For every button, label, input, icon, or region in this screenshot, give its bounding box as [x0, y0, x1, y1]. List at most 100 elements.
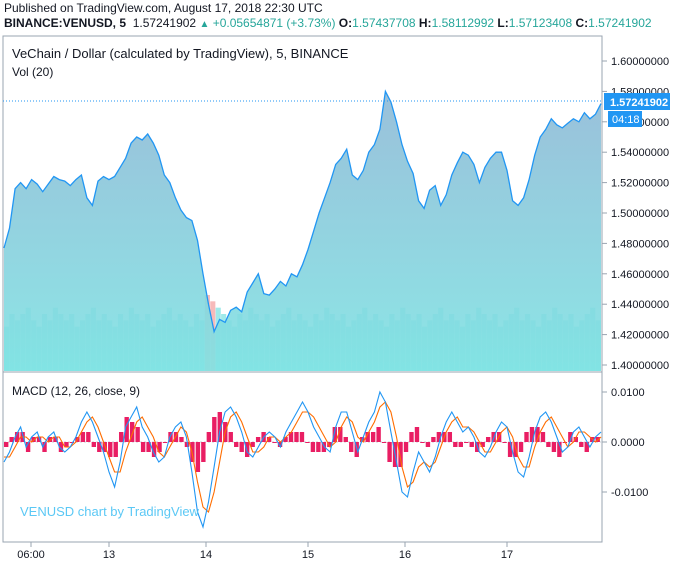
macd-histogram-bar [507, 442, 513, 457]
macd-histogram-bar [162, 442, 168, 443]
close-value: 1.57241902 [588, 16, 652, 30]
price-tick-label: 1.46000000 [611, 269, 669, 281]
macd-tick-label: -0.0100 [611, 487, 648, 499]
macd-histogram-bar [557, 442, 562, 457]
signal-line [4, 401, 602, 514]
time-tick-label: 16 [399, 549, 411, 561]
macd-histogram-bar [579, 442, 584, 447]
macd-histogram-bar [305, 442, 310, 443]
macd-histogram-bar [469, 442, 474, 447]
macd-histogram-bar [97, 442, 102, 452]
price-area-fill [4, 91, 601, 372]
price-tick-label: 1.48000000 [611, 238, 669, 250]
macd-histogram-bar [409, 432, 414, 442]
macd-histogram-bar [234, 442, 239, 447]
macd-histogram-bar [398, 442, 403, 467]
macd-histogram-bar [529, 427, 535, 442]
macd-histogram-bar [485, 437, 491, 442]
macd-histogram-bar [119, 432, 124, 442]
macd-histogram-bar [447, 432, 453, 442]
macd-histogram-bar [294, 432, 299, 442]
macd-histogram-bar [480, 442, 485, 447]
macd-histogram-bar [135, 427, 140, 442]
price-change: +0.05654871 (+3.73%) [212, 16, 336, 30]
macd-histogram-bar [69, 442, 75, 443]
macd-histogram-bar [140, 442, 146, 452]
macd-histogram-bar [365, 432, 370, 442]
macd-tick-label: 0.0000 [611, 437, 645, 449]
macd-histogram-bar [64, 442, 69, 447]
macd-histogram-bar [535, 427, 540, 442]
macd-line [3, 390, 602, 529]
volume-label: Vol (20) [12, 65, 53, 79]
macd-histogram-bar [36, 437, 42, 442]
macd-histogram-bar [212, 417, 217, 442]
time-tick-label: 06:00 [17, 549, 45, 561]
price-tick-label: 1.44000000 [611, 299, 669, 311]
macd-histogram-bar [370, 432, 376, 442]
macd-histogram-bar [124, 417, 129, 442]
macd-histogram-bar [146, 442, 151, 452]
macd-histogram-bar [201, 442, 206, 462]
macd-histogram-bar [80, 432, 86, 442]
macd-histogram-bar [321, 442, 327, 452]
low-label: L: [497, 16, 509, 30]
time-tick-label: 17 [501, 549, 513, 561]
macd-histogram-bar [58, 442, 64, 452]
symbol-header: BINANCE:VENUSD, 5 1.57241902 ▲ +0.056548… [4, 16, 652, 30]
macd-histogram-bar [573, 437, 578, 442]
macd-histogram-bar [568, 432, 573, 442]
low-value: 1.57123408 [508, 16, 573, 30]
price-pane-title: VeChain / Dollar (calculated by TradingV… [12, 46, 349, 61]
macd-histogram-bar [414, 427, 420, 442]
macd-histogram-bar [157, 442, 162, 452]
time-tick-label: 14 [200, 549, 212, 561]
macd-histogram-bar [195, 442, 201, 472]
price-tick-label: 1.60000000 [611, 56, 669, 68]
macd-histogram-bar [277, 442, 283, 447]
open-label: O: [338, 16, 353, 30]
macd-histogram-bar [299, 432, 305, 442]
macd-histogram-bar [584, 442, 589, 452]
macd-histogram-bar [47, 437, 53, 442]
macd-histogram-bar [338, 427, 343, 442]
watermark: VENUSD chart by TradingView [20, 504, 200, 519]
macd-histogram-bar [91, 442, 97, 447]
macd-histogram-bar [179, 437, 184, 442]
macd-histogram-bar [464, 442, 469, 443]
macd-histogram-bar [546, 442, 551, 447]
macd-histogram-bar [239, 442, 244, 452]
macd-histogram-bar [376, 427, 381, 442]
macd-histogram-bar [431, 437, 436, 442]
symbol-label[interactable]: BINANCE:VENUSD, 5 [4, 16, 127, 30]
macd-histogram-bar [86, 432, 91, 442]
macd-histogram-bar [310, 442, 316, 452]
open-value: 1.57437708 [352, 16, 416, 30]
macd-histogram-bar [283, 437, 288, 442]
price-tick-label: 1.50000000 [611, 208, 669, 220]
macd-histogram-bar [524, 432, 529, 442]
macd-histogram-bar [14, 432, 20, 442]
high-value: 1.58112992 [431, 16, 495, 30]
macd-tick-label: 0.0100 [611, 387, 645, 399]
last-price-tag: 1.57241902 [610, 97, 668, 109]
macd-histogram-bar [4, 442, 9, 447]
macd-histogram-bar [53, 437, 58, 442]
macd-histogram-bar [217, 412, 222, 442]
published-notice: Published on TradingView.com, August 17,… [4, 1, 323, 15]
last-price-tag-bg [604, 93, 670, 110]
price-tick-label: 1.54000000 [611, 147, 669, 159]
macd-histogram-bar [288, 432, 294, 442]
macd-histogram-bar [420, 442, 425, 443]
macd-histogram-bar [425, 442, 431, 447]
macd-histogram-bar [349, 442, 354, 452]
macd-histogram-bar [381, 442, 387, 443]
macd-histogram-bar [42, 442, 47, 452]
macd-histogram-bar [168, 432, 173, 442]
time-tick-label: 13 [103, 549, 115, 561]
macd-histogram-bar [129, 422, 135, 442]
macd-histogram-bar [266, 437, 272, 442]
macd-histogram-bar [228, 432, 233, 442]
macd-histogram-bar [250, 442, 255, 447]
